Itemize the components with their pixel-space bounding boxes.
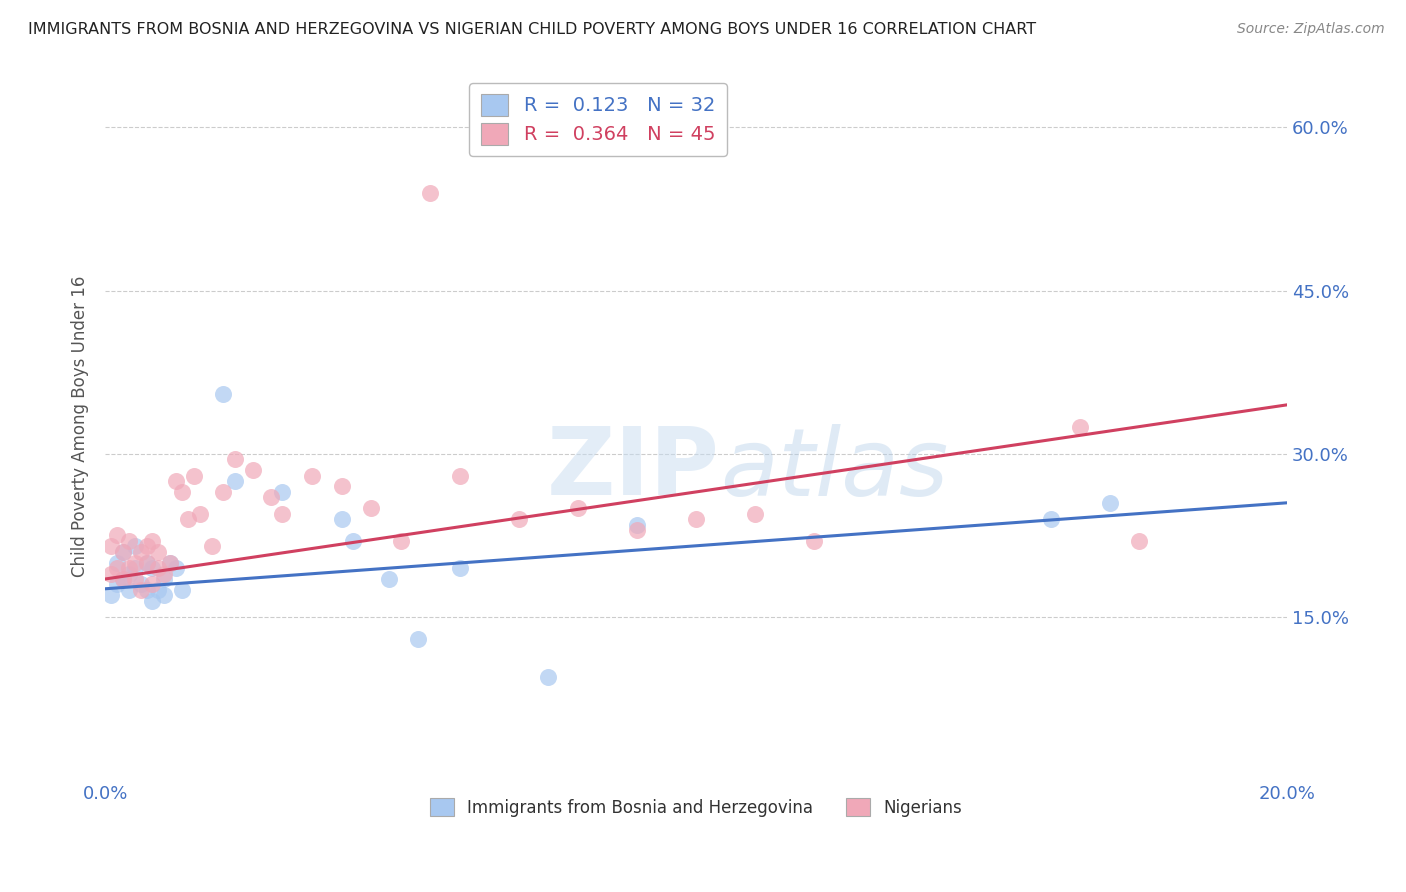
Point (224, 452, 246, 467)
Point (118, 533, 141, 548)
Point (259, 491, 281, 505)
Point (360, 501, 382, 516)
Point (177, 512, 200, 526)
Point (183, 468, 205, 483)
Point (105, 561, 128, 575)
Point (100, 588, 122, 602)
Point (389, 533, 412, 548)
Point (626, 517, 648, 532)
Point (271, 507, 294, 521)
Point (111, 545, 134, 559)
Point (129, 582, 152, 597)
Point (141, 533, 163, 548)
Point (124, 556, 146, 570)
Point (124, 539, 146, 553)
Point (200, 539, 222, 553)
Point (141, 561, 163, 575)
Point (242, 463, 264, 477)
Point (626, 523, 648, 537)
Point (159, 556, 181, 570)
Point (1069, 419, 1091, 434)
Point (111, 572, 134, 586)
Point (1128, 533, 1150, 548)
Point (212, 484, 235, 499)
Point (105, 556, 128, 570)
Y-axis label: Child Poverty Among Boys Under 16: Child Poverty Among Boys Under 16 (72, 276, 89, 577)
Point (449, 561, 471, 575)
Text: IMMIGRANTS FROM BOSNIA AND HERZEGOVINA VS NIGERIAN CHILD POVERTY AMONG BOYS UNDE: IMMIGRANTS FROM BOSNIA AND HERZEGOVINA V… (28, 22, 1036, 37)
Point (135, 539, 157, 553)
Point (118, 566, 141, 581)
Point (159, 556, 181, 570)
Point (135, 582, 157, 597)
Point (124, 561, 146, 575)
Point (567, 501, 589, 516)
Point (212, 387, 235, 401)
Point (408, 632, 430, 646)
Point (378, 572, 401, 586)
Point (105, 577, 128, 591)
Point (803, 533, 825, 548)
Point (271, 484, 294, 499)
Point (330, 479, 353, 493)
Point (342, 533, 364, 548)
Point (165, 561, 187, 575)
Point (129, 577, 152, 591)
Point (1039, 512, 1062, 526)
Point (135, 556, 157, 570)
Point (129, 545, 152, 559)
Text: atlas: atlas (720, 424, 948, 515)
Point (449, 468, 471, 483)
Point (224, 474, 246, 488)
Point (118, 561, 141, 575)
Point (100, 566, 122, 581)
Point (188, 507, 211, 521)
Point (148, 561, 170, 575)
Point (419, 186, 441, 200)
Point (165, 474, 187, 488)
Point (153, 566, 176, 581)
Point (111, 545, 134, 559)
Point (148, 545, 170, 559)
Point (100, 539, 122, 553)
Point (685, 512, 707, 526)
Point (1098, 496, 1121, 510)
Point (153, 572, 176, 586)
Point (744, 507, 766, 521)
Point (330, 512, 353, 526)
Legend: Immigrants from Bosnia and Herzegovina, Nigerians: Immigrants from Bosnia and Herzegovina, … (422, 789, 970, 825)
Point (537, 670, 560, 684)
Point (111, 572, 134, 586)
Point (135, 556, 157, 570)
Text: ZIP: ZIP (547, 423, 720, 515)
Text: Source: ZipAtlas.com: Source: ZipAtlas.com (1237, 22, 1385, 37)
Point (508, 512, 530, 526)
Point (301, 468, 323, 483)
Point (153, 588, 176, 602)
Point (141, 577, 163, 591)
Point (141, 593, 163, 607)
Point (124, 572, 146, 586)
Point (148, 582, 170, 597)
Point (170, 582, 193, 597)
Point (105, 528, 128, 542)
Point (170, 484, 193, 499)
Point (118, 582, 141, 597)
